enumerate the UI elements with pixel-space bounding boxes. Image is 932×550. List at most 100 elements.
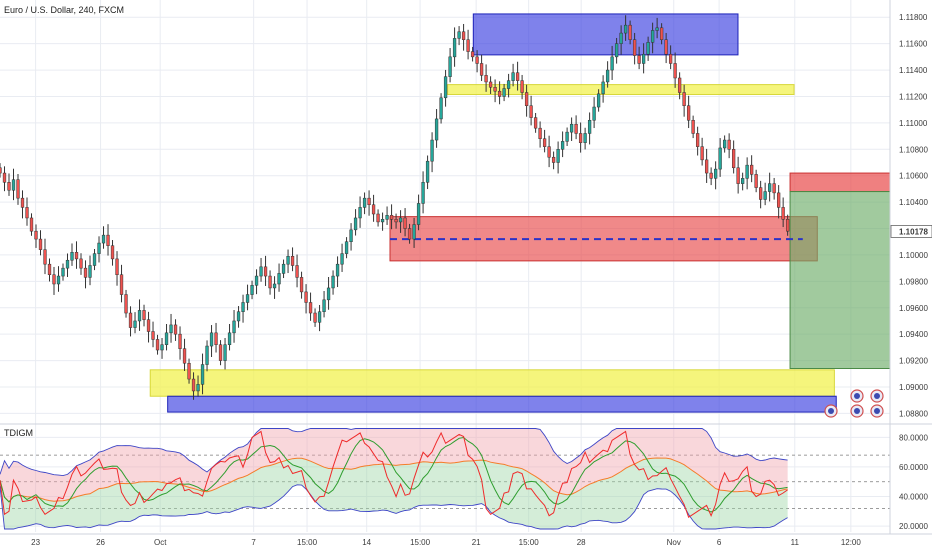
- candle-body: [115, 258, 119, 275]
- candle-body: [452, 38, 457, 58]
- last-price-label: 1.10178: [899, 227, 928, 236]
- candle-body: [61, 267, 65, 277]
- candle-body: [529, 105, 533, 118]
- candle-body: [777, 192, 781, 208]
- candle-body: [416, 203, 421, 225]
- candle-body: [547, 146, 551, 158]
- time-tick-label: Oct: [154, 538, 167, 547]
- candle-body: [218, 344, 223, 361]
- candle-body: [578, 133, 583, 143]
- time-tick-label: 11: [791, 538, 800, 547]
- time-tick-label: 7: [251, 538, 256, 547]
- time-tick-label: Nov: [667, 538, 681, 547]
- time-tick-label: 6: [717, 538, 722, 547]
- candle-body: [768, 183, 772, 192]
- candle-body: [358, 207, 362, 219]
- candle-body: [466, 39, 470, 52]
- candle-body: [677, 77, 682, 93]
- candle-body: [664, 39, 668, 55]
- candle-body: [16, 179, 20, 199]
- candle-body: [731, 149, 736, 169]
- price-tick-label: 1.11600: [899, 40, 928, 49]
- candle-body: [151, 331, 155, 340]
- candle-body: [371, 204, 376, 215]
- candle-body: [745, 164, 749, 179]
- osc-rsi-line: [0, 430, 788, 518]
- osc-signal-line: [0, 436, 788, 513]
- level-zone: [447, 84, 795, 95]
- candle-body: [380, 219, 385, 223]
- candle-body: [70, 252, 74, 261]
- price-tick-label: 1.11200: [899, 92, 928, 101]
- time-tick-label: 15:00: [519, 538, 540, 547]
- candle-body: [601, 81, 605, 95]
- candle-body: [128, 312, 133, 328]
- candle-body: [34, 230, 38, 240]
- candle-body: [502, 88, 506, 97]
- osc-upper-band: [0, 428, 788, 477]
- candle-body: [475, 56, 479, 64]
- candle-body: [164, 332, 169, 345]
- candle-body: [331, 275, 335, 289]
- candle-body: [551, 156, 556, 163]
- candle-body: [713, 168, 718, 179]
- candle-body: [709, 172, 713, 179]
- candle-body: [92, 253, 97, 266]
- candle-body: [727, 139, 731, 150]
- candle-body: [272, 283, 277, 289]
- candle-body: [79, 258, 83, 269]
- candle-body: [277, 273, 281, 285]
- candle-body: [169, 324, 173, 334]
- candle-body: [596, 93, 601, 108]
- candle-body: [628, 24, 632, 40]
- candle-body: [263, 266, 268, 277]
- price-tick-label: 1.10600: [899, 172, 928, 181]
- candle-body: [290, 256, 295, 266]
- candle-body: [259, 266, 263, 277]
- time-tick-label: 15:00: [410, 538, 431, 547]
- candle-body: [214, 332, 218, 345]
- time-tick-label: 12:00: [841, 538, 862, 547]
- candle-body: [362, 197, 367, 208]
- candle-body: [542, 138, 547, 147]
- candle-body: [650, 30, 655, 43]
- candle-body: [786, 219, 790, 232]
- candle-body: [533, 117, 538, 129]
- candle-body: [637, 55, 641, 64]
- grid: [0, 0, 890, 532]
- candle-body: [146, 319, 151, 332]
- candle-body: [353, 217, 358, 231]
- candle-body: [668, 53, 673, 64]
- candle-body: [7, 182, 11, 191]
- candle-body: [619, 32, 623, 44]
- position-target-box: [789, 191, 891, 369]
- candle-body: [191, 378, 196, 392]
- candle-body: [691, 119, 695, 134]
- candle-body: [308, 302, 313, 314]
- candle-body: [25, 207, 29, 219]
- time-tick-label: 26: [96, 538, 105, 547]
- candle-body: [182, 348, 187, 364]
- candle-body: [340, 253, 344, 265]
- candle-body: [178, 333, 182, 349]
- candle-body: [241, 302, 245, 312]
- candle-body: [268, 275, 272, 289]
- osc-tick-label: 80.0000: [899, 433, 928, 442]
- time-tick-label: 28: [577, 538, 586, 547]
- level-zone: [149, 369, 835, 397]
- candle-body: [223, 344, 227, 361]
- candle-body: [412, 224, 416, 240]
- candle-body: [281, 263, 286, 274]
- price-tick-label: 1.09200: [899, 357, 928, 366]
- candle-body: [538, 127, 542, 139]
- candle-body: [574, 123, 578, 134]
- candle-body: [565, 131, 569, 142]
- candle-body: [461, 31, 466, 40]
- candle-body: [587, 119, 592, 134]
- candle-body: [592, 106, 596, 121]
- candle-body: [20, 197, 25, 208]
- candle-body: [376, 213, 380, 223]
- price-tick-label: 1.10800: [899, 145, 928, 154]
- candle-body: [29, 217, 34, 232]
